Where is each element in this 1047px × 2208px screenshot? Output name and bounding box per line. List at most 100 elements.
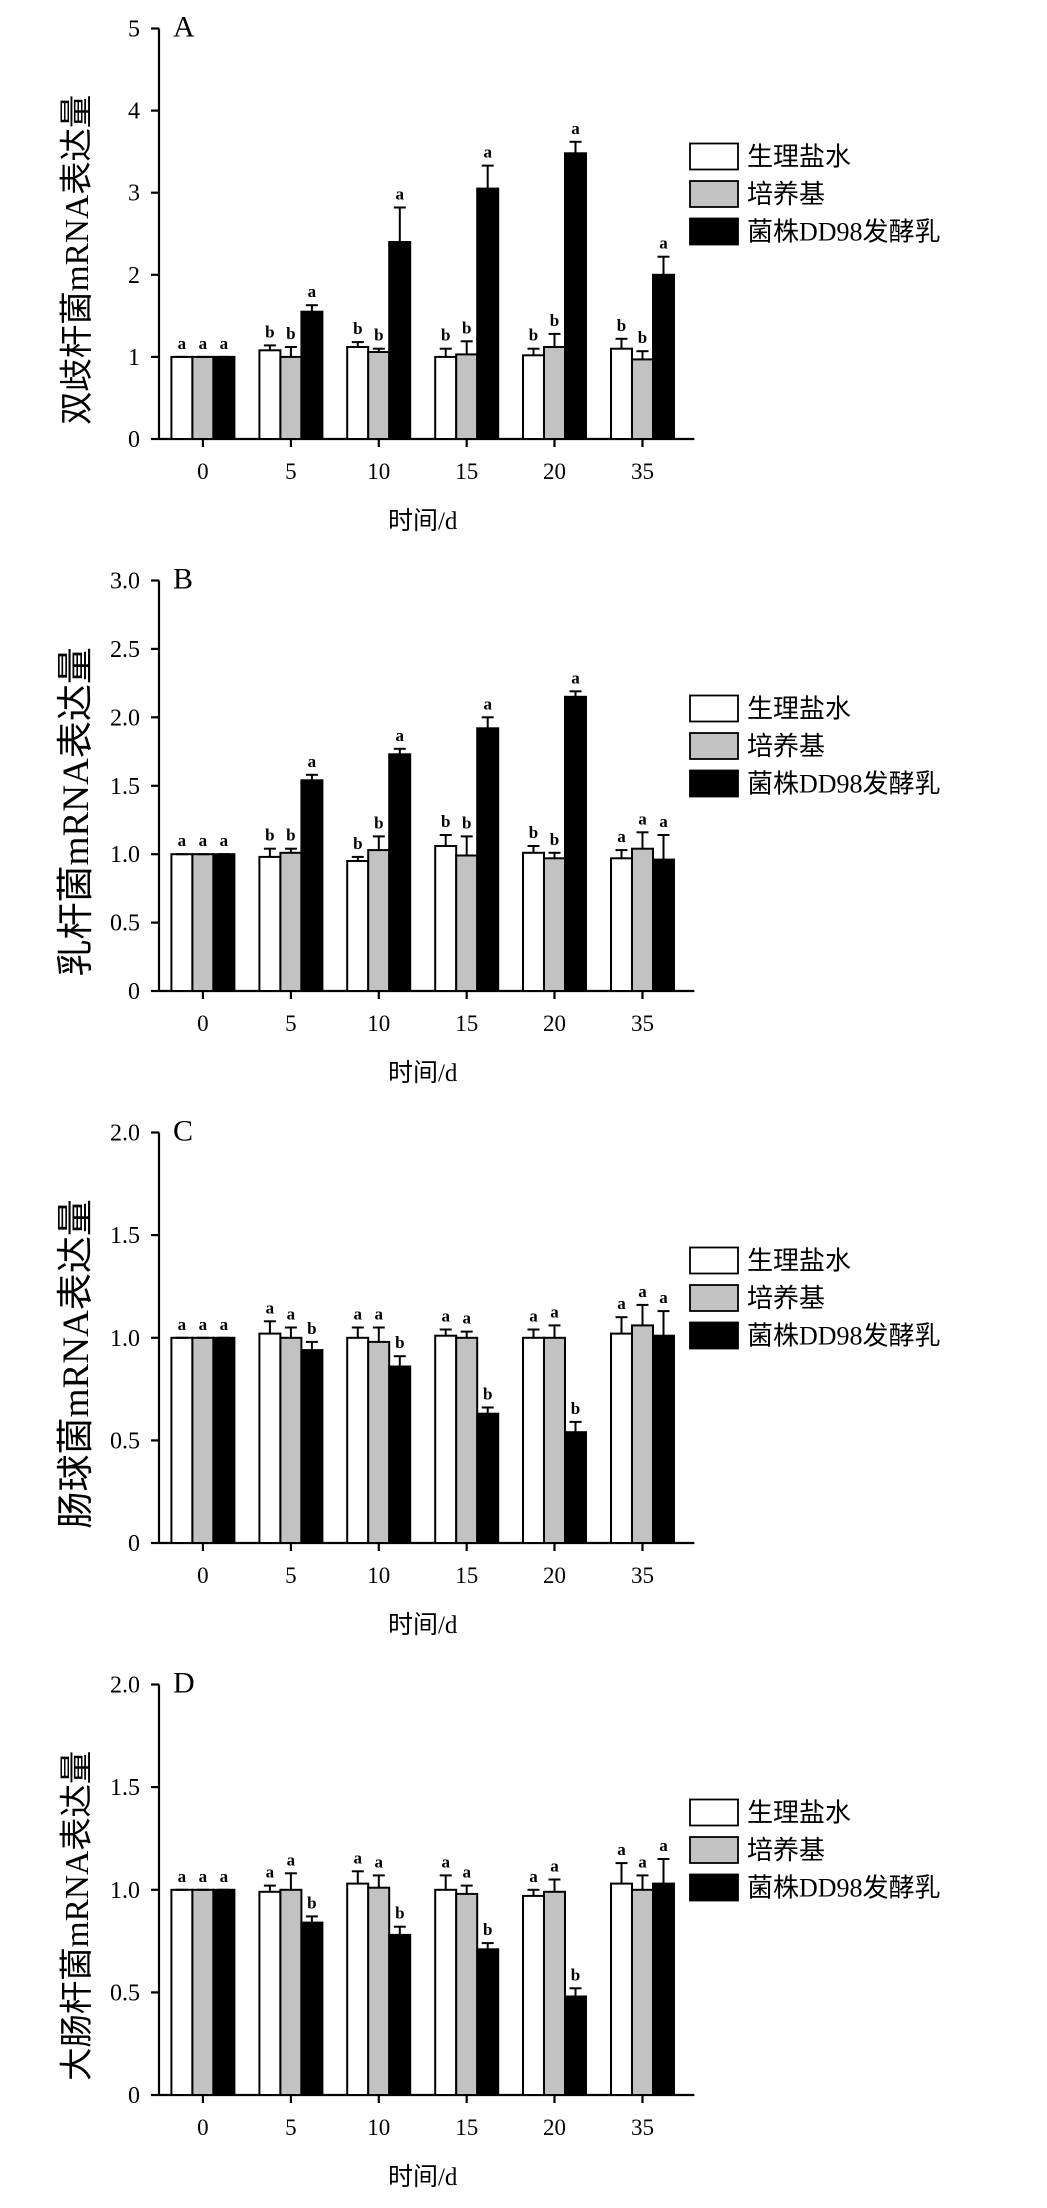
svg-text:时间/d: 时间/d <box>388 1059 458 1087</box>
svg-text:a: a <box>529 1867 538 1886</box>
svg-text:b: b <box>462 813 471 832</box>
svg-text:a: a <box>220 831 229 850</box>
svg-text:35: 35 <box>631 1011 654 1036</box>
svg-text:a: a <box>441 1852 450 1871</box>
svg-text:2.0: 2.0 <box>110 1121 140 1147</box>
svg-text:b: b <box>617 316 626 335</box>
svg-text:a: a <box>178 334 187 353</box>
svg-text:a: a <box>659 234 668 253</box>
svg-text:b: b <box>395 1333 404 1352</box>
svg-text:a: a <box>659 1836 668 1855</box>
svg-text:a: a <box>396 185 405 204</box>
svg-text:a: a <box>571 119 580 138</box>
svg-text:肠球菌mRNA表达量: 肠球菌mRNA表达量 <box>55 1199 97 1529</box>
svg-text:A: A <box>173 11 195 44</box>
svg-text:0: 0 <box>197 2115 209 2140</box>
svg-text:a: a <box>287 1305 296 1324</box>
svg-text:a: a <box>287 1850 296 1869</box>
svg-text:a: a <box>659 1288 668 1307</box>
svg-text:b: b <box>265 322 274 341</box>
svg-text:0: 0 <box>128 2083 140 2109</box>
svg-text:培养基: 培养基 <box>747 180 825 209</box>
svg-text:b: b <box>483 1385 492 1404</box>
svg-text:b: b <box>265 826 274 845</box>
svg-text:C: C <box>173 1115 193 1148</box>
svg-text:b: b <box>441 326 450 345</box>
svg-text:4: 4 <box>128 99 140 125</box>
svg-text:3.0: 3.0 <box>110 569 140 595</box>
svg-text:35: 35 <box>631 459 654 484</box>
svg-text:a: a <box>220 1315 229 1334</box>
svg-text:生理盐水: 生理盐水 <box>747 695 851 724</box>
svg-text:2.0: 2.0 <box>110 1673 140 1699</box>
svg-text:时间/d: 时间/d <box>388 1611 458 1639</box>
svg-text:0.5: 0.5 <box>110 1980 140 2006</box>
svg-text:生理盐水: 生理盐水 <box>747 1799 851 1828</box>
svg-text:时间/d: 时间/d <box>388 507 458 535</box>
svg-text:b: b <box>307 1319 316 1338</box>
svg-text:b: b <box>286 826 295 845</box>
svg-text:2: 2 <box>128 263 140 289</box>
svg-text:a: a <box>617 1294 626 1313</box>
svg-text:35: 35 <box>631 2115 654 2140</box>
svg-text:b: b <box>374 326 383 345</box>
svg-text:5: 5 <box>128 17 140 43</box>
svg-text:b: b <box>462 318 471 337</box>
svg-text:a: a <box>571 668 580 687</box>
svg-text:1.5: 1.5 <box>110 1223 140 1249</box>
svg-text:1.5: 1.5 <box>110 1775 140 1801</box>
svg-text:大肠杆菌mRNA表达量: 大肠杆菌mRNA表达量 <box>59 1751 96 2081</box>
svg-text:15: 15 <box>455 1563 478 1588</box>
svg-text:培养基: 培养基 <box>747 1284 825 1313</box>
svg-text:b: b <box>529 823 538 842</box>
svg-text:20: 20 <box>543 2115 566 2140</box>
svg-text:1.0: 1.0 <box>110 842 140 868</box>
svg-text:菌株DD98发酵乳: 菌株DD98发酵乳 <box>747 1322 941 1351</box>
svg-text:a: a <box>462 1863 471 1882</box>
svg-text:b: b <box>395 1904 404 1923</box>
svg-text:5: 5 <box>285 1011 297 1036</box>
svg-text:a: a <box>199 1867 208 1886</box>
svg-text:a: a <box>617 1840 626 1859</box>
svg-text:a: a <box>199 831 208 850</box>
svg-text:a: a <box>308 282 317 301</box>
svg-text:b: b <box>374 813 383 832</box>
svg-text:a: a <box>354 1848 363 1867</box>
svg-text:a: a <box>638 809 647 828</box>
svg-text:a: a <box>617 827 626 846</box>
svg-text:10: 10 <box>367 1011 390 1036</box>
svg-text:20: 20 <box>543 1011 566 1036</box>
svg-text:0: 0 <box>128 427 140 453</box>
svg-text:b: b <box>307 1893 316 1912</box>
svg-text:0: 0 <box>128 979 140 1005</box>
svg-text:b: b <box>529 326 538 345</box>
svg-text:10: 10 <box>367 2115 390 2140</box>
svg-text:10: 10 <box>367 1563 390 1588</box>
svg-text:5: 5 <box>285 1563 297 1588</box>
svg-text:15: 15 <box>455 459 478 484</box>
svg-text:双歧杆菌mRNA表达量: 双歧杆菌mRNA表达量 <box>59 95 96 425</box>
svg-text:a: a <box>638 1852 647 1871</box>
svg-text:5: 5 <box>285 459 297 484</box>
svg-text:a: a <box>354 1305 363 1324</box>
svg-text:a: a <box>441 1307 450 1326</box>
svg-text:b: b <box>550 830 559 849</box>
svg-text:b: b <box>286 324 295 343</box>
svg-text:1.5: 1.5 <box>110 774 140 800</box>
svg-text:15: 15 <box>455 2115 478 2140</box>
svg-text:D: D <box>173 1667 195 1700</box>
svg-text:b: b <box>441 812 450 831</box>
svg-text:a: a <box>659 812 668 831</box>
svg-text:a: a <box>266 1863 275 1882</box>
svg-text:生理盐水: 生理盐水 <box>747 1247 851 1276</box>
svg-text:a: a <box>178 1315 187 1334</box>
svg-text:b: b <box>571 1399 580 1418</box>
svg-text:2.5: 2.5 <box>110 637 140 663</box>
svg-text:0.5: 0.5 <box>110 911 140 937</box>
svg-text:b: b <box>550 311 559 330</box>
svg-text:0: 0 <box>197 1563 209 1588</box>
svg-text:a: a <box>462 1309 471 1328</box>
svg-text:0: 0 <box>197 459 209 484</box>
svg-text:乳杆菌mRNA表达量: 乳杆菌mRNA表达量 <box>55 647 97 977</box>
svg-text:b: b <box>353 834 362 853</box>
